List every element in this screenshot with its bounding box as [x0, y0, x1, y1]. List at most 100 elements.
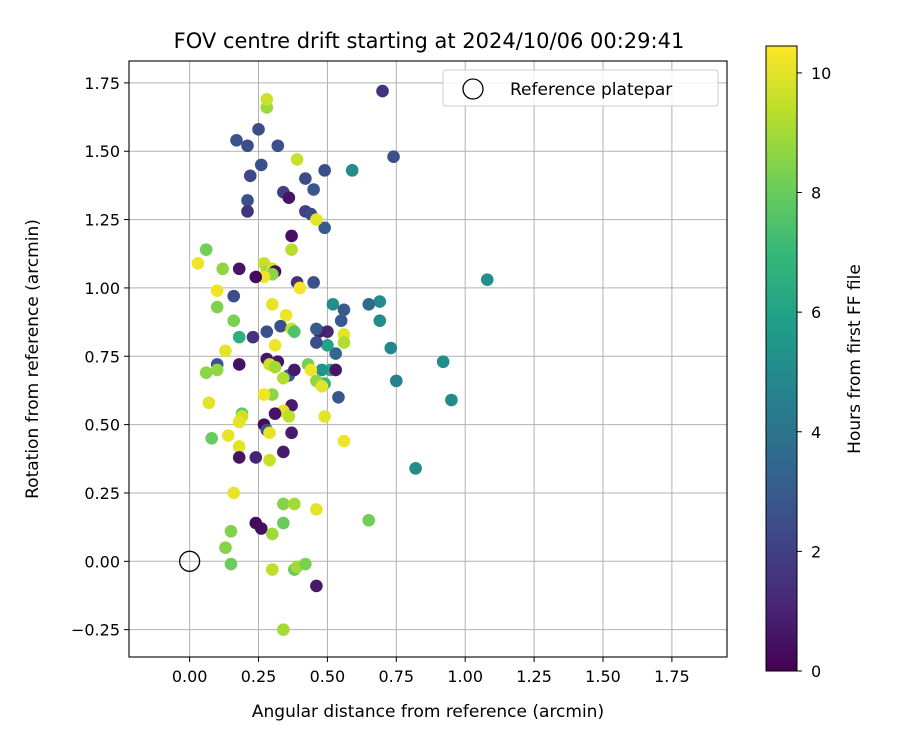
y-tick-label: −0.25 — [71, 621, 120, 640]
data-point — [265, 563, 279, 576]
y-tick-label: 1.25 — [84, 211, 120, 230]
colorbar-tick-label: 0 — [811, 662, 821, 681]
data-point — [263, 426, 276, 440]
data-point — [277, 623, 290, 636]
colorbar-tick-label: 10 — [811, 64, 831, 83]
y-tick-label: 0.00 — [84, 552, 120, 571]
data-point — [268, 339, 282, 352]
colorbar-ticks: 0 2 4 6 8 10 — [797, 64, 831, 681]
x-axis-label: Angular distance from reference (arcmin) — [252, 702, 604, 722]
data-point — [293, 281, 307, 295]
data-point — [318, 410, 331, 423]
data-point — [241, 139, 254, 153]
data-point — [191, 257, 205, 270]
data-point — [376, 84, 389, 98]
data-point — [345, 164, 359, 177]
data-point — [318, 164, 331, 177]
data-point — [318, 221, 331, 235]
colorbar-tick-label: 6 — [811, 303, 821, 322]
data-point — [362, 514, 376, 527]
data-point — [436, 355, 450, 369]
data-point — [210, 300, 224, 314]
data-point — [232, 415, 246, 429]
plot-frame — [128, 60, 728, 658]
data-point — [274, 319, 287, 333]
data-point — [227, 314, 241, 328]
data-point — [243, 169, 257, 183]
data-point — [387, 150, 400, 163]
reference-platepar-marker — [178, 550, 201, 572]
data-points — [191, 84, 494, 636]
data-point — [329, 363, 342, 377]
data-point — [310, 503, 323, 516]
data-point — [257, 388, 271, 401]
data-point — [230, 133, 243, 147]
data-point — [445, 393, 458, 407]
data-point — [232, 330, 246, 344]
data-point — [307, 276, 320, 289]
data-point — [232, 358, 246, 371]
data-point — [265, 527, 279, 541]
data-point — [326, 298, 340, 311]
legend: Reference platepar — [442, 69, 719, 107]
data-point — [332, 390, 345, 404]
data-point — [480, 273, 494, 287]
data-point — [315, 363, 329, 377]
data-point — [329, 347, 342, 360]
legend-entry-reference: Reference platepar — [510, 80, 672, 100]
data-point — [390, 374, 403, 388]
y-tick-label: 0.75 — [84, 347, 120, 366]
data-point — [219, 541, 232, 554]
data-point — [227, 486, 241, 500]
data-point — [310, 213, 323, 226]
data-point — [205, 431, 218, 445]
data-point — [227, 289, 241, 303]
colorbar-tick-label: 4 — [811, 423, 821, 442]
data-point — [202, 396, 216, 410]
data-point — [285, 243, 298, 256]
data-point — [337, 303, 351, 317]
data-point — [246, 330, 260, 344]
colorbar-label: Hours from first FF file — [845, 264, 865, 454]
x-tick-label: 0.50 — [310, 667, 346, 686]
data-point — [221, 429, 235, 442]
data-point — [224, 557, 238, 571]
data-point — [373, 314, 387, 328]
reference-marker-layer — [178, 550, 201, 572]
y-tick-label: 1.75 — [84, 74, 120, 93]
x-tick-label: 1.25 — [516, 667, 552, 686]
data-point — [268, 360, 282, 374]
data-point — [216, 262, 229, 276]
data-point — [288, 363, 301, 377]
data-point — [268, 407, 282, 420]
y-axis-label: Rotation from reference (arcmin) — [23, 219, 43, 499]
data-point — [224, 524, 238, 538]
data-point — [252, 123, 265, 136]
x-axis-ticks: 0.00 0.25 0.50 0.75 1.00 1.25 1.50 1.75 — [172, 657, 690, 686]
data-point — [384, 341, 398, 355]
data-point — [260, 92, 274, 106]
y-tick-label: 1.00 — [84, 279, 120, 298]
data-point — [263, 453, 276, 467]
x-tick-label: 0.25 — [241, 667, 277, 686]
data-point — [210, 284, 224, 297]
data-point — [290, 153, 304, 166]
data-point — [277, 371, 290, 385]
y-axis-ticks: −0.25 0.00 0.25 0.50 0.75 1.00 1.25 1.50 1.75 — [71, 74, 129, 640]
colorbar-tick-label: 8 — [811, 184, 821, 203]
data-point — [232, 451, 246, 464]
x-tick-label: 1.50 — [585, 667, 621, 686]
data-point — [282, 191, 296, 204]
chart-title: FOV centre drift starting at 2024/10/06 … — [174, 29, 685, 53]
data-point — [409, 462, 422, 475]
y-tick-label: 0.50 — [84, 416, 120, 435]
data-point — [285, 229, 298, 243]
data-point — [299, 557, 312, 571]
data-point — [277, 445, 290, 459]
data-point — [282, 410, 296, 423]
data-point — [254, 522, 268, 535]
legend-reference-icon — [462, 78, 484, 100]
data-point — [288, 325, 301, 338]
data-point — [334, 314, 348, 328]
